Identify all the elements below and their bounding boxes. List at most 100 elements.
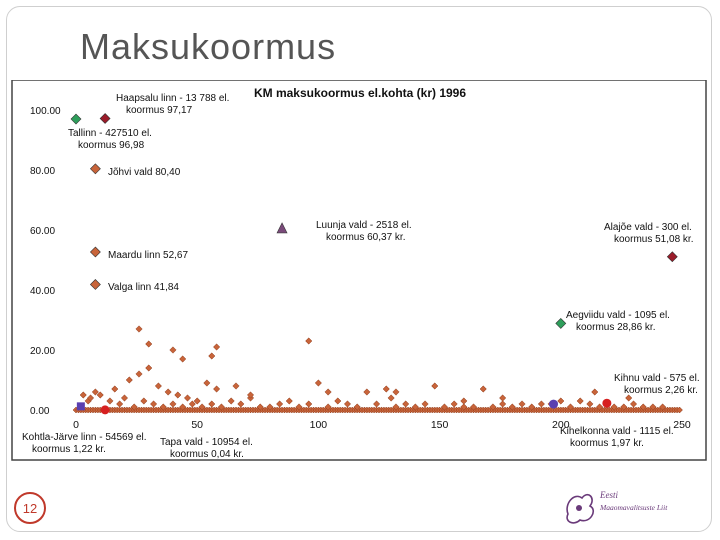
annotation-label: Tallinn - 427510 el. koormus 96,98 [68,128,152,151]
data-point [174,391,182,399]
data-point [392,388,400,396]
data-point [256,403,264,411]
data-point [450,400,458,408]
data-point [629,400,638,408]
x-tick-label: 0 [73,419,79,431]
annotation-label: Tapa vald - 10954 el. koormus 0,04 kr. [160,437,253,460]
data-point [305,337,313,345]
data-point [324,388,332,396]
data-point [213,385,221,393]
data-point [440,403,449,411]
highlight-point [100,405,110,415]
slide-frame [6,6,712,532]
data-point [639,403,647,411]
data-point [537,400,545,408]
chart: KM maksukoormus el.kohta (kr) 1996 0.00 20… [0,79,720,485]
data-point [610,403,618,411]
data-point [276,400,284,408]
data-point [159,403,167,411]
data-point [179,403,187,411]
highlight-point [666,251,678,263]
annotation-label: Maardu linn 52,67 [108,250,188,261]
chart-title: KM maksukoormus el.kohta (kr) 1996 [254,86,466,100]
data-point [421,400,429,408]
data-point [208,352,216,360]
data-point [314,379,322,387]
annotation-label: Alajõe vald - 300 el. koormus 51,08 kr. [604,222,693,245]
x-tick-label: 50 [191,419,203,431]
highlight-point [76,402,85,411]
annotation-label: Haapsalu linn - 13 788 el. koormus 97,17 [116,93,229,116]
data-point [499,394,507,402]
logo-line1: Eesti [599,490,618,500]
annotation-label: Kihelkonna vald - 1115 el. koormus 1,97 k… [560,426,674,449]
highlight-point [99,113,111,124]
y-tick-label: 100.00 [30,106,61,117]
y-tick-label: 20.00 [30,346,55,357]
annotation-label: Luunja vald - 2518 el. koormus 60,37 kr. [316,220,412,243]
data-point [91,388,99,396]
data-point [237,400,245,408]
data-point [179,355,187,363]
logo-line2: Maaomavalitsuste Liit [599,503,668,512]
highlight-point [89,246,101,258]
data-point [217,403,225,411]
data-point [208,400,216,408]
highlight-point [549,399,559,409]
highlight-point [555,317,567,329]
highlight-point [89,279,101,290]
data-point [266,403,274,411]
highlight-point [89,163,101,175]
data-point [227,397,235,405]
data-point [334,397,342,405]
data-point [120,394,129,402]
data-point-baseline [676,406,683,414]
annotation-label: Aegviidu vald - 1095 el. koormus 28,86 kr… [566,310,670,333]
data-point [620,403,628,411]
data-point [305,400,313,408]
data-point [198,403,206,411]
data-point [213,343,221,351]
data-point [363,388,371,396]
data-point [96,391,104,399]
data-point [402,400,410,408]
data-point [169,400,177,408]
data-point [489,403,497,411]
data-point [392,403,400,411]
data-point [659,403,667,411]
plot-frame [11,79,707,461]
data-point [169,346,177,354]
data-point [203,379,211,387]
organization-logo: Eesti Maaomavalitsuste Liit [560,484,680,535]
data-point [232,382,240,390]
data-point [649,403,657,411]
data-point [125,376,133,384]
annotation-label: Kohtla-Järve linn - 54569 el. koormus 1,2… [22,432,147,455]
highlight-point [602,398,612,408]
data-point [150,400,158,408]
data-point [353,403,361,411]
data-point [479,385,487,393]
data-point [106,397,114,405]
data-point [557,397,565,405]
data-point [373,400,381,408]
data-point [145,364,153,372]
data-point [135,325,143,333]
x-tick-label: 100 [310,419,328,431]
data-point [343,400,352,408]
data-point [469,403,478,411]
data-point [431,382,439,390]
logo-mark-icon: Eesti Maaomavalitsuste Liit [566,490,668,524]
data-point [625,394,633,402]
slide-title: Maksukoormus [80,26,337,67]
y-tick-label: 40.00 [30,286,55,297]
data-point [116,400,124,408]
data-point [295,403,303,411]
data-point [324,403,332,411]
data-point [188,400,196,408]
data-point [154,382,162,390]
data-point [528,403,536,411]
data-point [508,403,516,411]
data-point [111,385,119,393]
data-point [135,370,143,378]
